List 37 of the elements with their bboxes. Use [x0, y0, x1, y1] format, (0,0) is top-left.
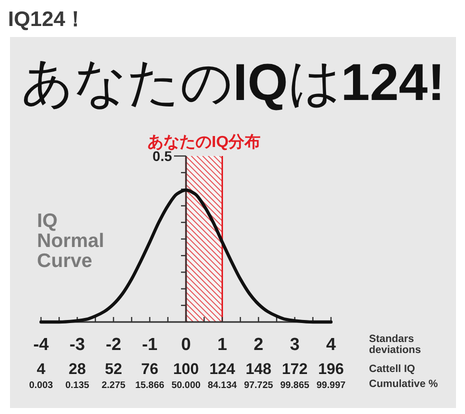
- series-name: Normal: [37, 230, 104, 252]
- xlabel: Standars: [369, 333, 414, 345]
- x2-tick-label: 124: [209, 361, 236, 378]
- x-tick-label: -4: [33, 334, 50, 354]
- subtitle: あなたのIQは124!: [21, 54, 445, 112]
- x-tick-label: 3: [290, 334, 300, 354]
- series-name: Curve: [37, 250, 92, 272]
- x2-tick-label: 100: [173, 361, 199, 378]
- annotation: 99.865: [280, 380, 310, 391]
- x2-tick-label: 196: [318, 361, 344, 378]
- annotation: 50.000: [171, 380, 201, 391]
- title: IQ124！: [8, 8, 86, 31]
- annotation: 99.997: [316, 380, 346, 391]
- x2label: Cattell IQ: [369, 363, 416, 375]
- annotation: 84.134: [208, 380, 237, 391]
- annotation: 2.275: [102, 380, 126, 391]
- series-name: IQ: [37, 210, 58, 232]
- x2-tick-label: 76: [141, 361, 159, 378]
- x-tick-label: -1: [142, 334, 158, 354]
- x2-tick-label: 148: [246, 361, 272, 378]
- xlabel: deviations: [369, 344, 421, 356]
- x-tick-label: 0: [181, 334, 192, 354]
- annotation: 0.003: [29, 380, 53, 391]
- x2-tick-label: 28: [68, 361, 86, 378]
- annotation: 97.725: [244, 380, 274, 391]
- x-tick-label: 2: [254, 334, 264, 354]
- x-tick-label: 4: [326, 334, 336, 354]
- x2-tick-label: 4: [36, 361, 46, 378]
- x2-tick-label: 52: [104, 361, 122, 378]
- annotation: 0.135: [65, 380, 90, 391]
- x-tick-label: -2: [106, 334, 122, 354]
- annotation: 15.866: [135, 380, 164, 391]
- band-label: あなたのIQ分布: [148, 134, 261, 151]
- x-tick-label: -3: [69, 334, 86, 354]
- x-tick-label: 1: [217, 334, 228, 354]
- annotation: Cumulative %: [369, 378, 438, 390]
- x2-tick-label: 172: [282, 361, 308, 378]
